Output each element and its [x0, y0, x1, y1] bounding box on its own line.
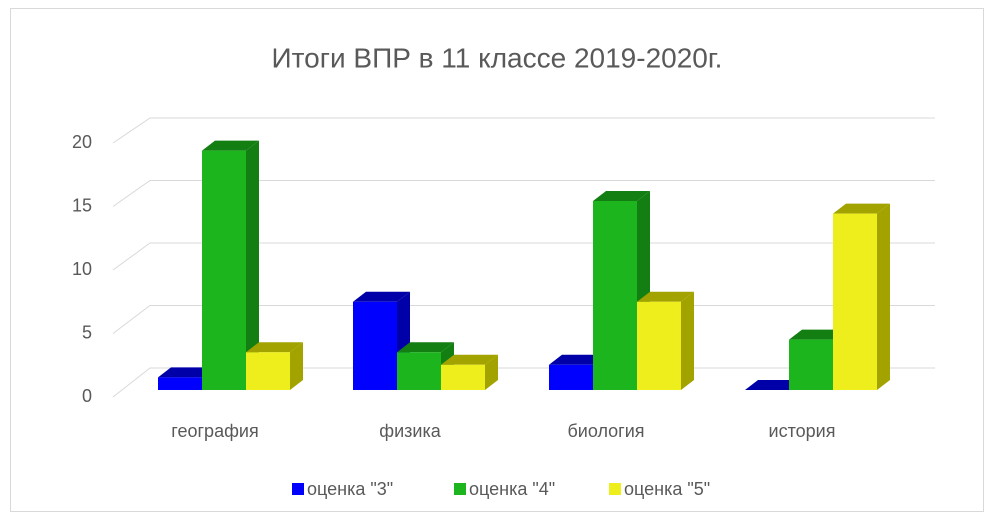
- y-tick-label: 20: [72, 132, 92, 152]
- bar-top: [593, 191, 650, 201]
- bar-front: [397, 352, 441, 390]
- bar: [745, 380, 802, 390]
- grid-line: [112, 242, 935, 271]
- grid-line: [112, 180, 935, 207]
- bar: [833, 203, 890, 390]
- y-tick-label: 0: [82, 386, 92, 406]
- bar-front: [593, 201, 637, 390]
- x-tick-label: география: [171, 421, 258, 441]
- chart-border: [10, 8, 984, 512]
- x-tick-label: история: [769, 421, 836, 441]
- bar-front: [202, 150, 246, 390]
- bar-front: [441, 364, 485, 390]
- legend-label: оценка "5": [624, 479, 710, 499]
- bar-top: [833, 203, 890, 214]
- bar-side: [485, 354, 498, 390]
- bar-front: [789, 339, 833, 390]
- bar-front: [549, 364, 593, 390]
- bar-side: [681, 291, 694, 390]
- chart-title: Итоги ВПР в 11 классе 2019-2020г.: [272, 42, 723, 73]
- bar-top: [202, 140, 259, 151]
- bar-front: [637, 301, 681, 390]
- bar-side: [877, 203, 890, 390]
- bar-top: [353, 291, 410, 302]
- bar-top: [745, 380, 802, 390]
- bar-front: [158, 377, 202, 390]
- legend-label: оценка "3": [307, 479, 393, 499]
- legend-swatch: [292, 483, 304, 495]
- grid-line: [112, 117, 935, 144]
- bar: [202, 140, 259, 390]
- legend-label: оценка "4": [469, 479, 555, 499]
- legend-swatch: [609, 483, 621, 495]
- legend-swatch: [454, 483, 466, 495]
- bar-top: [549, 354, 606, 365]
- bar-side: [246, 140, 259, 390]
- y-tick-label: 10: [72, 259, 92, 279]
- bar-front: [353, 301, 397, 390]
- y-tick-label: 5: [82, 322, 92, 342]
- bar: [441, 354, 498, 390]
- y-tick-label: 15: [72, 195, 92, 215]
- bar-front: [246, 352, 290, 390]
- bar-top: [789, 329, 846, 340]
- x-tick-label: биология: [567, 421, 644, 441]
- bar-top: [246, 342, 303, 353]
- bar-top: [637, 291, 694, 302]
- bar-front: [833, 213, 877, 390]
- bar-side: [290, 342, 303, 390]
- bar-top: [441, 354, 498, 365]
- bar-top: [397, 342, 454, 353]
- x-tick-label: физика: [379, 421, 441, 441]
- bar-top: [158, 367, 215, 378]
- bar: [637, 291, 694, 390]
- bar: [246, 342, 303, 390]
